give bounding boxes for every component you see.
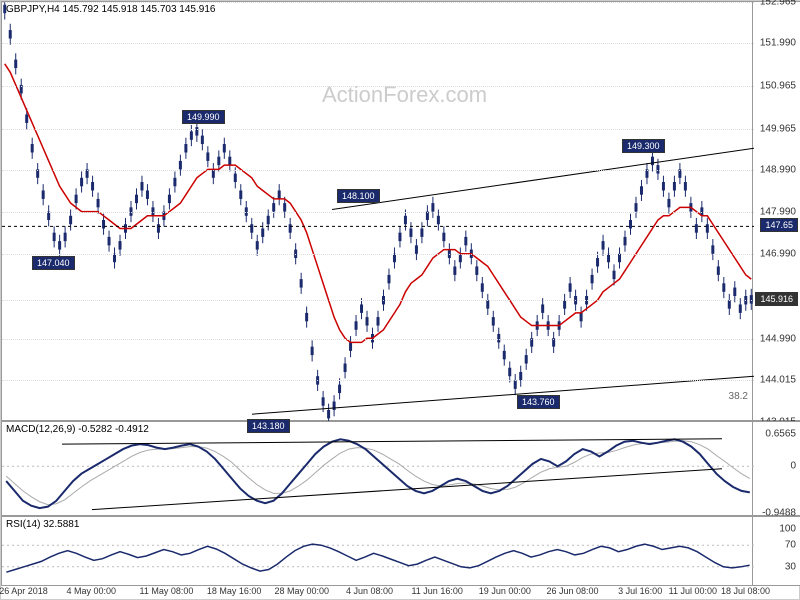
price-annotation: 149.300 xyxy=(622,139,665,153)
macd-plot xyxy=(2,422,754,517)
time-axis: 26 Apr 2018 4 May 00:00 11 May 08:00 18 May… xyxy=(1,586,751,600)
x-tick: 3 Jul 16:00 xyxy=(618,586,662,596)
x-tick: 11 Jun 16:00 xyxy=(411,586,462,596)
price-y-axis: 152.965151.990150.965149.965148.990147.9… xyxy=(752,2,800,420)
macd-y-axis: 0.65650-0.9488 xyxy=(752,422,800,515)
macd-panel[interactable]: MACD(12,26,9) -0.5282 -0.4912 0.65650-0.… xyxy=(1,421,800,516)
fib-label: 38.2 xyxy=(729,391,748,402)
x-tick: 26 Jun 08:00 xyxy=(546,586,598,596)
price-annotation: 147.040 xyxy=(32,256,75,270)
forex-chart: GBPJPY,H4 145.792 145.918 145.703 145.91… xyxy=(0,0,800,600)
rsi-y-axis: 1007030 xyxy=(752,517,800,585)
price-annotation: 149.990 xyxy=(182,110,225,124)
x-tick: 26 Apr 2018 xyxy=(0,586,48,596)
price-annotation: 143.760 xyxy=(517,395,560,409)
x-tick: 4 May 00:00 xyxy=(66,586,116,596)
rsi-header: RSI(14) 32.5881 xyxy=(6,519,79,530)
price-panel[interactable]: GBPJPY,H4 145.792 145.918 145.703 145.91… xyxy=(1,1,800,421)
x-tick: 18 Jul 08:00 xyxy=(721,586,770,596)
ref-price-marker: 147.65 xyxy=(760,218,798,232)
x-tick: 28 May 00:00 xyxy=(275,586,330,596)
rsi-plot xyxy=(2,517,754,587)
current-price-marker: 145.916 xyxy=(755,292,798,306)
x-tick: 11 Jul 00:00 xyxy=(669,586,717,596)
x-tick: 4 Jun 08:00 xyxy=(346,586,393,596)
x-tick: 19 Jun 00:00 xyxy=(479,586,531,596)
chart-header: GBPJPY,H4 145.792 145.918 145.703 145.91… xyxy=(6,4,215,15)
price-annotation: 148.100 xyxy=(337,189,380,203)
x-tick: 18 May 16:00 xyxy=(207,586,262,596)
rsi-panel[interactable]: RSI(14) 32.5881 1007030 xyxy=(1,516,800,586)
x-tick: 11 May 08:00 xyxy=(140,586,194,596)
price-annotation: 143.180 xyxy=(247,419,290,433)
macd-header: MACD(12,26,9) -0.5282 -0.4912 xyxy=(6,424,149,435)
